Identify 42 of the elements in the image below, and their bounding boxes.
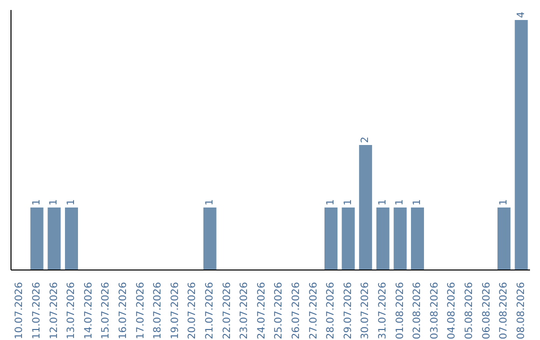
data-label: 1 bbox=[412, 199, 423, 206]
x-tick-label: 03.08.2026 bbox=[429, 282, 440, 340]
x-tick-label: 11.07.2026 bbox=[31, 282, 42, 340]
x-tick-label: 29.07.2026 bbox=[342, 282, 354, 340]
x-tick-label: 04.08.2026 bbox=[446, 282, 458, 340]
x-tick-label: 28.07.2026 bbox=[326, 282, 337, 340]
x-tick-label: 31.07.2026 bbox=[377, 282, 388, 340]
x-tick-label: 06.08.2026 bbox=[481, 282, 492, 340]
x-tick-label: 23.07.2026 bbox=[239, 282, 250, 340]
data-label: 1 bbox=[48, 199, 60, 206]
data-label: 2 bbox=[360, 136, 372, 143]
x-tick-label: 10.07.2026 bbox=[14, 282, 26, 340]
x-tick-label: 12.07.2026 bbox=[48, 282, 60, 340]
x-tick-label: 14.07.2026 bbox=[83, 282, 94, 340]
x-tick-label: 07.08.2026 bbox=[498, 282, 510, 340]
x-tick-label: 30.07.2026 bbox=[360, 282, 372, 340]
x-tick-label: 13.07.2026 bbox=[66, 282, 78, 340]
data-label: 1 bbox=[377, 199, 388, 206]
x-tick-label: 02.08.2026 bbox=[412, 282, 424, 340]
data-label: 1 bbox=[66, 199, 77, 206]
data-label: 1 bbox=[325, 199, 336, 206]
data-label: 1 bbox=[204, 199, 216, 206]
x-tick-label: 08.08.2026 bbox=[516, 282, 527, 340]
x-tick-label: 17.07.2026 bbox=[135, 282, 146, 340]
x-tick-label: 19.07.2026 bbox=[170, 282, 181, 340]
data-label: 1 bbox=[394, 199, 406, 206]
x-tick-label: 26.07.2026 bbox=[290, 282, 302, 340]
x-tick-label: 15.07.2026 bbox=[100, 282, 112, 340]
x-tick-label: 21.07.2026 bbox=[204, 282, 216, 340]
x-tick-label: 25.07.2026 bbox=[274, 282, 285, 340]
x-tick-label: 24.07.2026 bbox=[256, 282, 268, 340]
x-tick-label: 18.07.2026 bbox=[152, 282, 164, 340]
data-label: 1 bbox=[31, 199, 42, 206]
x-tick-label: 20.07.2026 bbox=[187, 282, 198, 340]
x-tick-label: 05.08.2026 bbox=[464, 282, 475, 340]
x-tick-label: 22.07.2026 bbox=[222, 282, 233, 340]
x-tick-label: 27.07.2026 bbox=[308, 282, 320, 340]
data-label: 1 bbox=[498, 199, 510, 206]
x-tick-label: 01.08.2026 bbox=[394, 282, 406, 340]
data-label: 4 bbox=[516, 12, 527, 18]
data-label: 1 bbox=[342, 199, 354, 206]
x-tick-label: 16.07.2026 bbox=[118, 282, 129, 340]
